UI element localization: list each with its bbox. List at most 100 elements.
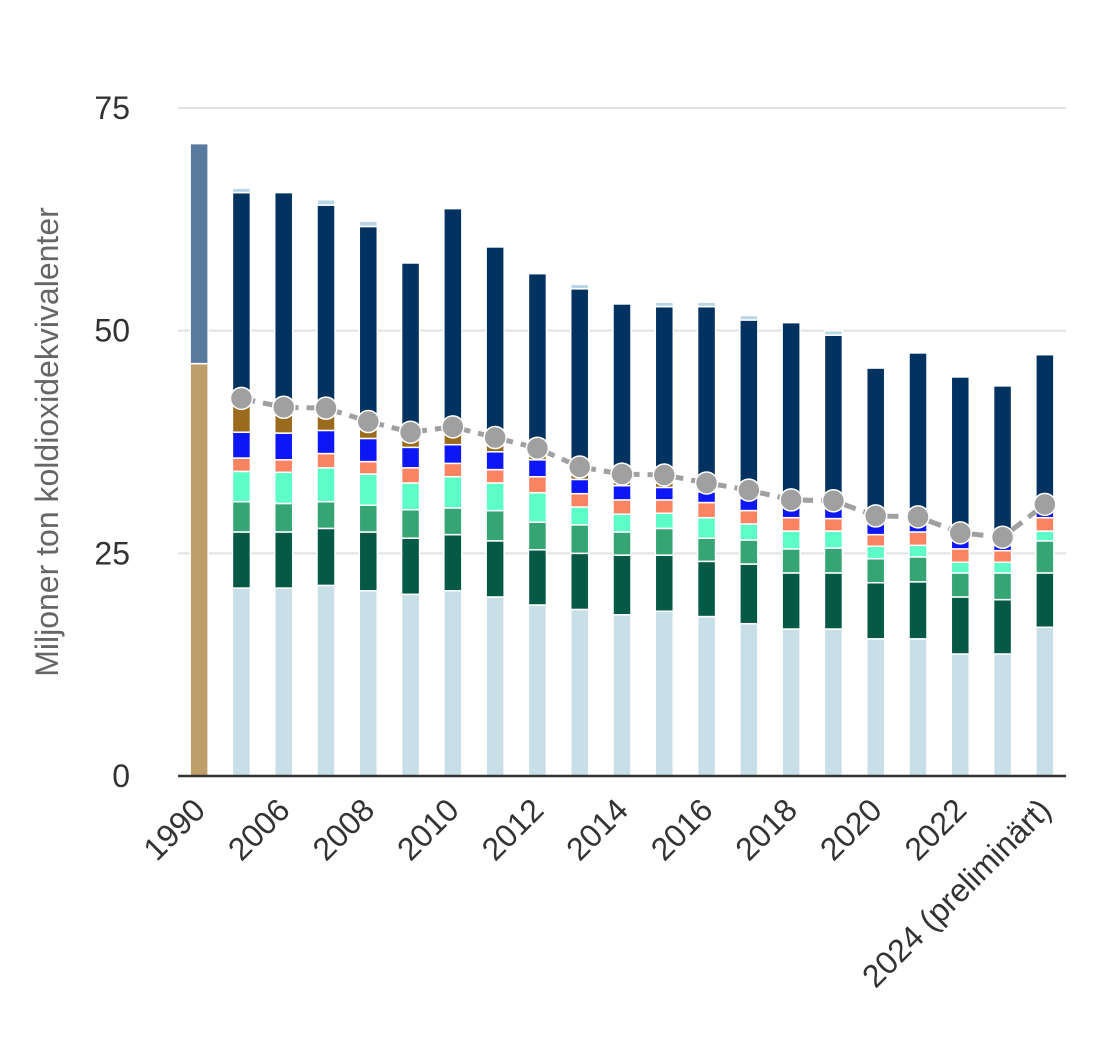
bar-segment xyxy=(527,272,548,453)
line-point xyxy=(271,395,296,420)
bar-segment xyxy=(739,523,759,541)
bar-segment xyxy=(1035,540,1055,574)
bar-segment xyxy=(485,596,505,777)
bar-segment xyxy=(485,540,505,598)
y-tick-label: 50 xyxy=(94,313,130,349)
bar-segment xyxy=(485,246,505,445)
bar-segment xyxy=(992,385,1013,539)
bar-segment xyxy=(950,596,971,655)
bar-segment xyxy=(1035,353,1055,506)
line-point xyxy=(398,420,423,444)
bar-segment xyxy=(992,598,1013,655)
bar-segment xyxy=(443,207,463,433)
bar-segment xyxy=(654,486,675,501)
bar-segment xyxy=(823,530,844,549)
bar-segment xyxy=(316,452,336,469)
bar-segment xyxy=(823,547,844,574)
bar-segment xyxy=(569,283,590,290)
bar-segment xyxy=(865,533,886,547)
line-point xyxy=(948,521,973,545)
bar-segment xyxy=(316,500,336,530)
bar-segment xyxy=(823,329,844,336)
bar-segment xyxy=(992,561,1013,574)
bar-segment xyxy=(400,482,421,511)
bar-segment xyxy=(612,531,632,556)
bar-segment xyxy=(569,478,590,495)
bar-segment xyxy=(358,225,379,421)
bar-segment xyxy=(527,475,548,494)
bar-segment xyxy=(569,492,590,508)
bar-segment xyxy=(400,593,421,777)
line-point xyxy=(906,505,930,529)
bar-segment xyxy=(316,429,336,455)
bar-segment xyxy=(654,554,675,612)
line-point xyxy=(863,504,888,528)
line-point xyxy=(990,525,1015,550)
bar-segment xyxy=(1035,572,1055,629)
bar-segment xyxy=(654,527,675,556)
bar-segment xyxy=(273,432,294,461)
bar-segment xyxy=(696,560,717,618)
bar-segment xyxy=(781,321,801,500)
bar-segment xyxy=(823,628,844,777)
bar-segment xyxy=(865,545,886,560)
bar-segment xyxy=(358,504,379,533)
bar-segment xyxy=(231,457,252,473)
line-point xyxy=(610,462,634,486)
line-point xyxy=(567,455,592,479)
bar-segment xyxy=(485,468,505,484)
bar-segment xyxy=(527,459,548,478)
bar-segment xyxy=(569,608,590,777)
bar-segment xyxy=(231,191,252,402)
bar-segment xyxy=(654,301,675,308)
bar-segment xyxy=(273,459,294,474)
bar-segment xyxy=(189,142,209,365)
bar-segment xyxy=(908,544,928,558)
bar-segment xyxy=(950,548,971,563)
bar-segment xyxy=(823,572,844,630)
bar-segment xyxy=(443,475,463,509)
bar-segment xyxy=(569,552,590,611)
bar-segment xyxy=(739,622,759,777)
bar-segment xyxy=(696,501,717,519)
line-point xyxy=(525,436,550,460)
bar-segment xyxy=(273,531,294,589)
bar-segment xyxy=(1035,516,1055,532)
bar-segment xyxy=(527,521,548,551)
x-tick-label: 1990 xyxy=(136,791,212,867)
line-point xyxy=(1033,492,1057,517)
line-point xyxy=(694,471,719,495)
bar-segment xyxy=(527,604,548,777)
bar-segment xyxy=(189,362,209,777)
bar-segment xyxy=(612,484,632,501)
bar-segment xyxy=(950,376,971,535)
bar-segment xyxy=(781,628,801,777)
bar-segment xyxy=(400,537,421,596)
bar-segment xyxy=(443,589,463,777)
bar-segment xyxy=(400,467,421,484)
x-tick-label: 2008 xyxy=(305,791,381,867)
bar-segment xyxy=(950,561,971,574)
bar-segment xyxy=(231,431,252,459)
bar-segment xyxy=(273,587,294,777)
line-point xyxy=(779,488,803,512)
bar-segment xyxy=(316,584,336,777)
bar-segment xyxy=(400,446,421,469)
bar-segment xyxy=(612,303,632,479)
bar-segment xyxy=(443,507,463,536)
y-axis-label: Miljoner ton koldioxidekvivalenter xyxy=(29,207,65,677)
bar-segment xyxy=(696,305,717,487)
bar-segment xyxy=(443,443,463,465)
bar-segment xyxy=(908,556,928,583)
x-tick-label: 2014 xyxy=(559,791,635,867)
line-point xyxy=(737,478,761,502)
line-point xyxy=(356,409,381,434)
bar-segment xyxy=(1035,626,1055,777)
bar-segment xyxy=(612,614,632,777)
bar-segment xyxy=(992,572,1013,601)
line-point xyxy=(652,463,677,487)
bar-segment xyxy=(527,492,548,523)
bar-segment xyxy=(358,473,379,506)
bar-segment xyxy=(569,506,590,526)
